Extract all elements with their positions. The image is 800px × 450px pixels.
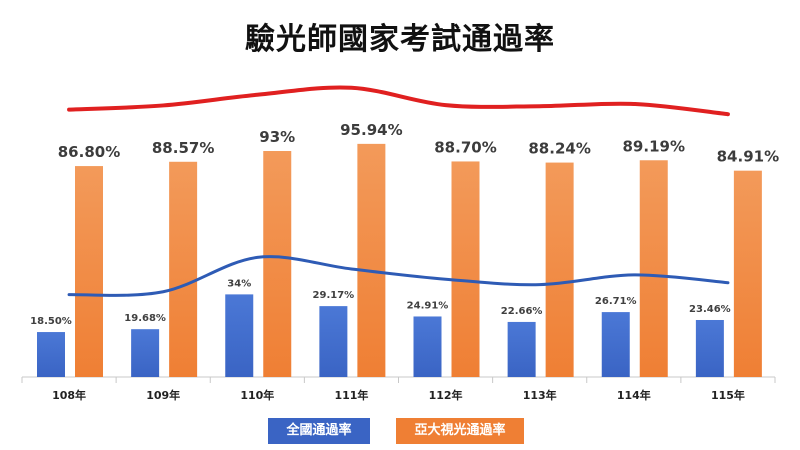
bar-label-asia: 93% — [259, 128, 295, 146]
bar-label-asia: 88.24% — [528, 140, 590, 158]
bar-asia — [357, 143, 386, 377]
bar-label-asia: 84.91% — [717, 148, 779, 166]
legend-asia: 亞大視光通過率 — [396, 418, 524, 444]
x-tick-label: 111年 — [334, 388, 368, 402]
bar-national — [695, 319, 724, 377]
bar-label-national: 18.50% — [30, 316, 72, 327]
x-tick-label: 114年 — [617, 388, 651, 402]
bar-label-national: 22.66% — [501, 306, 543, 317]
x-tick-label: 113年 — [523, 388, 557, 402]
bar-national — [413, 316, 442, 377]
bar-asia — [263, 151, 292, 377]
bar-label-national: 29.17% — [313, 290, 355, 301]
bar-asia — [545, 162, 574, 377]
legend: 全國通過率 亞大視光通過率 — [0, 418, 800, 444]
x-tick-label: 112年 — [429, 388, 463, 402]
x-tick-label: 110年 — [240, 388, 274, 402]
bar-asia — [451, 161, 480, 377]
bar-national — [225, 294, 254, 377]
bar-national — [507, 321, 536, 377]
bar-label-asia: 88.57% — [152, 139, 214, 157]
bar-asia — [169, 161, 198, 377]
chart-title: 驗光師國家考試通過率 — [245, 22, 555, 57]
bar-national — [319, 306, 348, 377]
bar-label-asia: 88.70% — [434, 138, 496, 156]
x-tick-label: 109年 — [146, 388, 180, 402]
x-tick-label: 108年 — [52, 388, 86, 402]
bar-label-asia: 89.19% — [623, 137, 685, 155]
bar-label-asia: 95.94% — [340, 121, 402, 139]
bar-national — [37, 332, 65, 377]
bar-asia — [733, 170, 762, 377]
bar-label-national: 26.71% — [595, 296, 637, 307]
bar-label-asia: 86.80% — [58, 143, 120, 161]
bar-national — [131, 329, 160, 377]
bar-asia — [639, 160, 668, 377]
bar-label-national: 34% — [227, 278, 251, 289]
bar-label-national: 19.68% — [124, 313, 166, 324]
legend-national: 全國通過率 — [268, 418, 370, 444]
bar-asia — [75, 166, 103, 377]
trend-line-national — [67, 255, 730, 297]
bar-label-national: 24.91% — [407, 300, 449, 311]
trend-line-asia — [67, 85, 730, 117]
bar-label-national: 23.46% — [689, 304, 731, 315]
x-tick-label: 115年 — [711, 388, 745, 402]
bar-national — [601, 312, 630, 377]
